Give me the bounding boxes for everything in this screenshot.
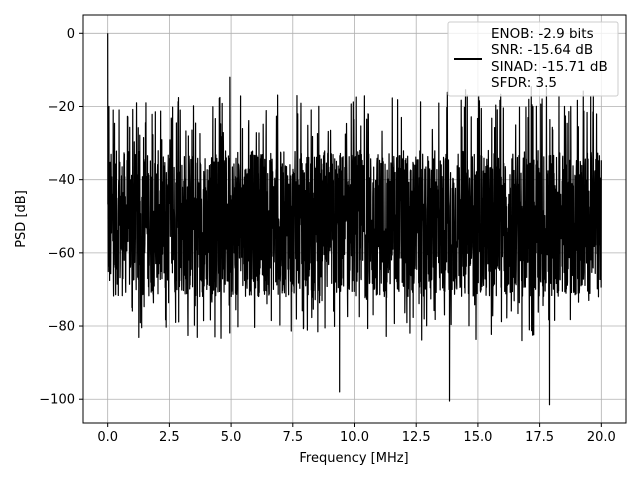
x-tick-label: 17.5 (525, 430, 554, 445)
legend-entry-enob: ENOB: -2.9 bits (491, 26, 594, 42)
legend-entry-sinad: SINAD: -15.71 dB (491, 59, 608, 75)
x-tick-label: 2.5 (159, 430, 180, 445)
x-tick-label: 5.0 (221, 430, 242, 445)
x-tick-label: 20.0 (587, 430, 616, 445)
y-axis-ticks: 0 −20 −40 −60 −80 −100 (39, 27, 83, 408)
legend-entry-sfdr: SFDR: 3.5 (491, 75, 557, 91)
y-tick-label: −100 (39, 393, 75, 408)
legend-box (447, 21, 619, 97)
y-tick-label: 0 (67, 27, 75, 42)
y-tick-label: −60 (48, 246, 75, 261)
psd-signal (107, 33, 602, 406)
x-tick-label: 0.0 (97, 430, 118, 445)
x-tick-label: 15.0 (463, 430, 492, 445)
y-tick-label: −40 (48, 173, 75, 188)
x-tick-label: 12.5 (402, 430, 431, 445)
legend: ENOB: -2.9 bits SNR: -15.64 dB SINAD: -1… (447, 21, 619, 97)
y-axis-label: PSD [dB] (14, 190, 29, 248)
x-axis-label: Frequency [MHz] (299, 451, 408, 466)
x-axis-ticks: 0.0 2.5 5.0 7.5 10.0 12.5 15.0 17.5 20.0 (97, 423, 616, 445)
x-tick-label: 7.5 (282, 430, 303, 445)
legend-entry-snr: SNR: -15.64 dB (491, 42, 593, 58)
x-tick-label: 10.0 (340, 430, 369, 445)
psd-line (107, 33, 602, 406)
y-tick-label: −20 (48, 100, 75, 115)
y-tick-label: −80 (48, 320, 75, 335)
